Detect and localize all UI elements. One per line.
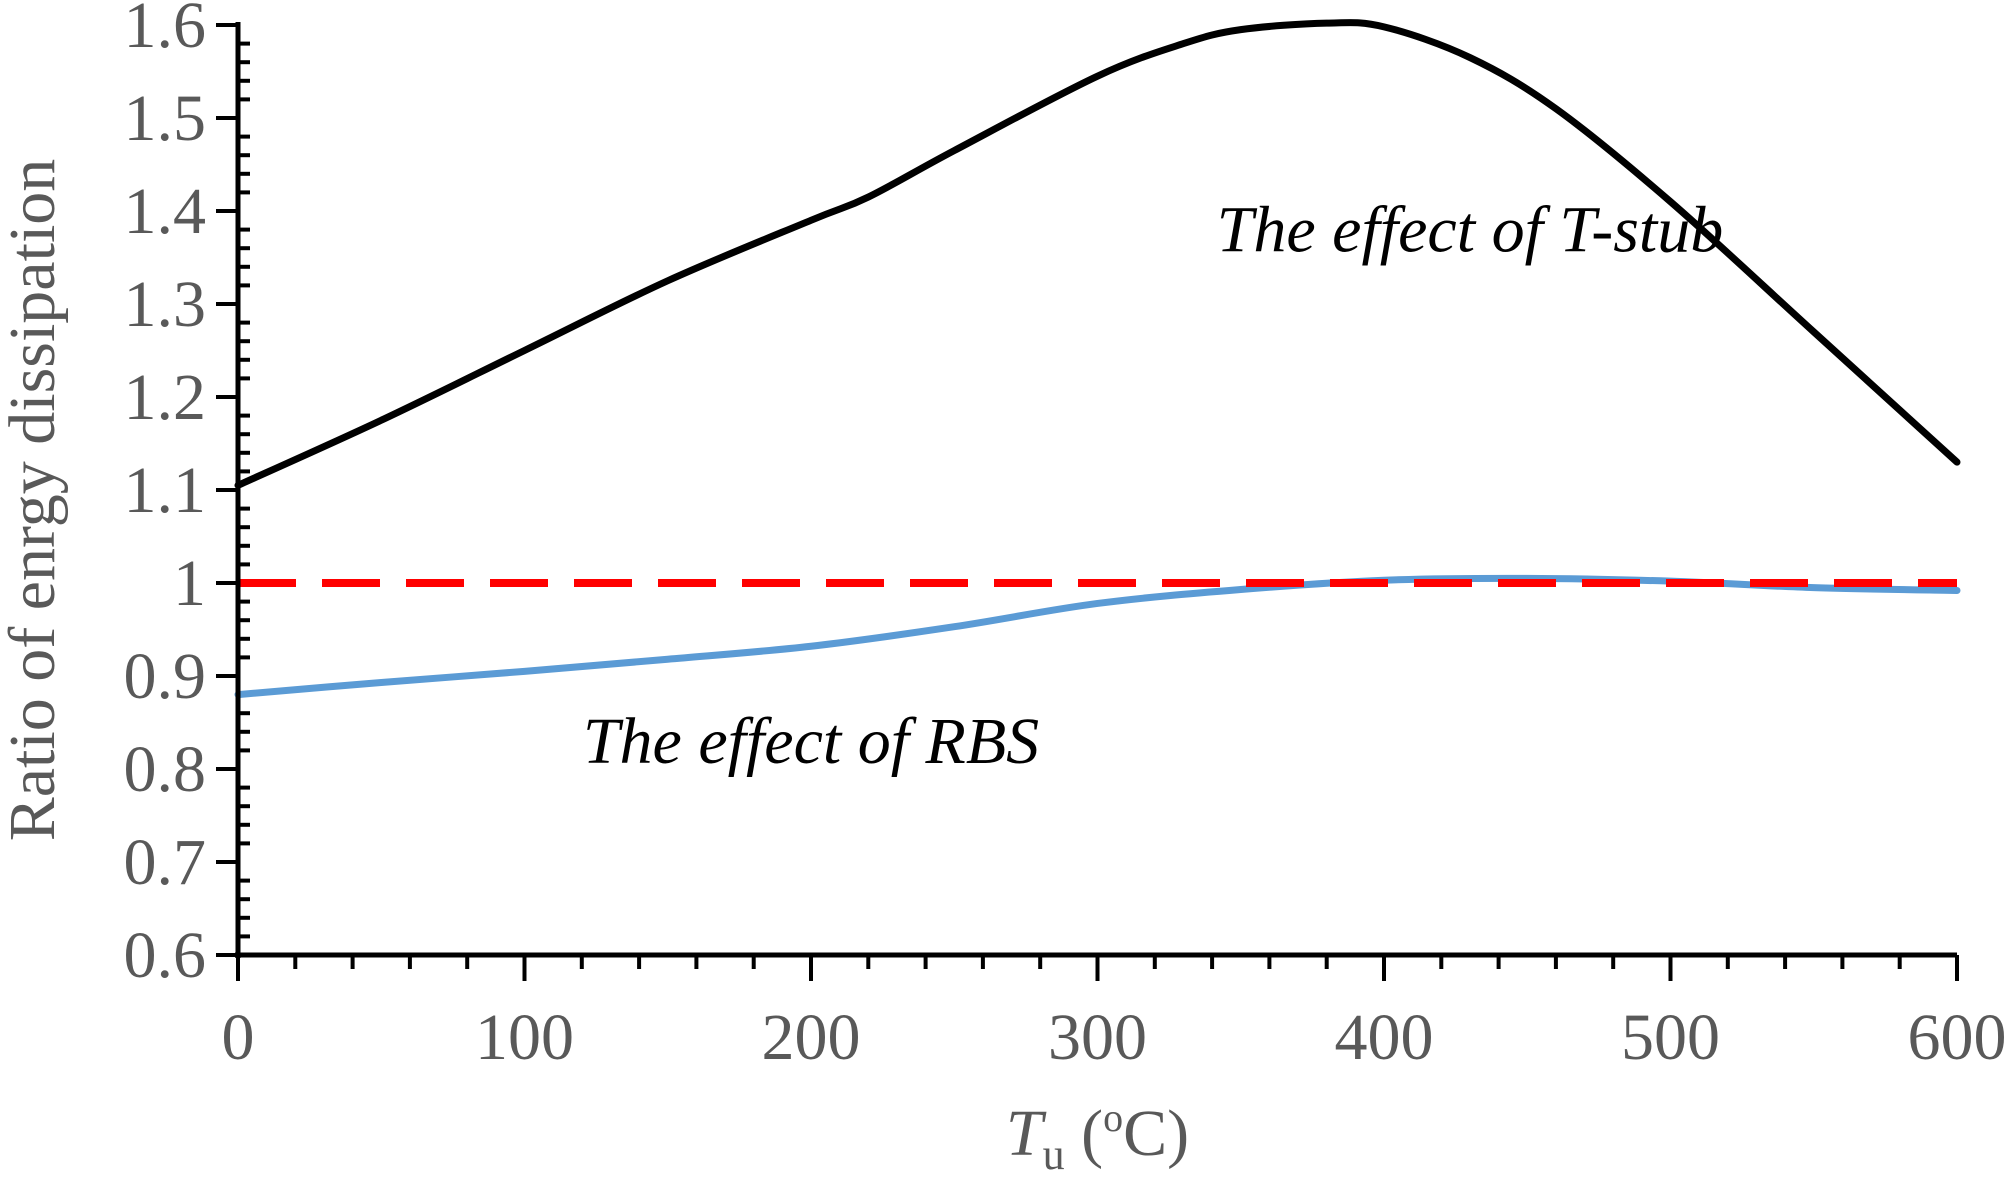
x-tick-label: 200 bbox=[762, 1001, 861, 1074]
series-t-stub-line bbox=[234, 19, 1961, 489]
series-rbs-line bbox=[234, 574, 1961, 699]
y-tick-label: 1.1 bbox=[124, 454, 207, 527]
y-tick-label: 1.4 bbox=[124, 175, 207, 248]
x-tick-label: 0 bbox=[222, 1001, 255, 1074]
y-axis-title: Ratio of enrgy dissipation bbox=[0, 159, 69, 842]
y-tick-label: 1.3 bbox=[124, 268, 207, 341]
y-tick-label: 0.7 bbox=[124, 826, 207, 899]
annotation-rbs: The effect of RBS bbox=[583, 705, 1039, 778]
y-tick-label: 0.8 bbox=[124, 733, 207, 806]
x-tick-label: 100 bbox=[475, 1001, 574, 1074]
x-axis-title-subscript: u bbox=[1043, 1130, 1065, 1179]
y-tick-label: 1.2 bbox=[124, 361, 207, 434]
x-tick-label: 300 bbox=[1048, 1001, 1147, 1074]
x-tick-label: 600 bbox=[1908, 1001, 2007, 1074]
x-axis-title-unit-open: ( bbox=[1065, 1097, 1103, 1170]
y-tick-label: 0.9 bbox=[124, 640, 207, 713]
annotation-t-stub: The effect of T-stub bbox=[1217, 194, 1724, 267]
x-axis-title-unit-degree: o bbox=[1103, 1095, 1123, 1140]
y-tick-label: 1 bbox=[173, 547, 206, 620]
y-tick-label: 1.6 bbox=[124, 0, 207, 62]
x-tick-label: 500 bbox=[1621, 1001, 1720, 1074]
x-tick-label: 400 bbox=[1335, 1001, 1434, 1074]
y-tick-label: 1.5 bbox=[124, 82, 207, 155]
x-axis-title-symbol: T bbox=[1006, 1097, 1047, 1170]
y-tick-label: 0.6 bbox=[124, 919, 207, 992]
tick-label-layer: 0 100 200 300 400 500 600 0.6 0.7 0.8 0.9 1 1.1 1.2 1.… bbox=[124, 0, 2007, 1074]
x-axis-title: Tu (oC) bbox=[1006, 1095, 1189, 1179]
series-layer bbox=[234, 19, 1961, 699]
tick-layer bbox=[216, 23, 1959, 981]
x-axis-title-unit-close: C) bbox=[1123, 1097, 1189, 1170]
